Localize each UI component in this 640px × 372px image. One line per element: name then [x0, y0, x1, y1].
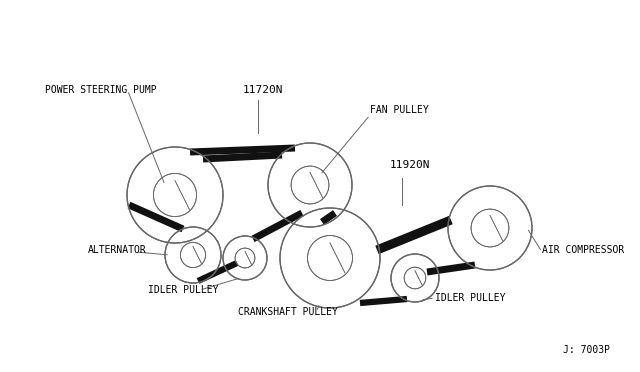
Polygon shape [127, 202, 184, 232]
Polygon shape [426, 262, 476, 275]
Text: CRANKSHAFT PULLEY: CRANKSHAFT PULLEY [238, 307, 338, 317]
Text: POWER STEERING PUMP: POWER STEERING PUMP [45, 85, 157, 95]
Polygon shape [203, 151, 282, 163]
Text: FAN PULLEY: FAN PULLEY [370, 105, 429, 115]
Text: 11920N: 11920N [390, 160, 431, 170]
Polygon shape [360, 296, 407, 306]
Polygon shape [196, 260, 238, 284]
Polygon shape [252, 210, 303, 242]
Text: IDLER PULLEY: IDLER PULLEY [435, 293, 506, 303]
Polygon shape [375, 216, 452, 254]
Text: IDLER PULLEY: IDLER PULLEY [148, 285, 218, 295]
Polygon shape [190, 144, 295, 155]
Polygon shape [320, 210, 337, 225]
Text: 11720N: 11720N [243, 85, 284, 95]
Text: ALTERNATOR: ALTERNATOR [88, 245, 147, 255]
Text: J: 7003P: J: 7003P [563, 345, 610, 355]
Text: AIR COMPRESSOR: AIR COMPRESSOR [542, 245, 624, 255]
